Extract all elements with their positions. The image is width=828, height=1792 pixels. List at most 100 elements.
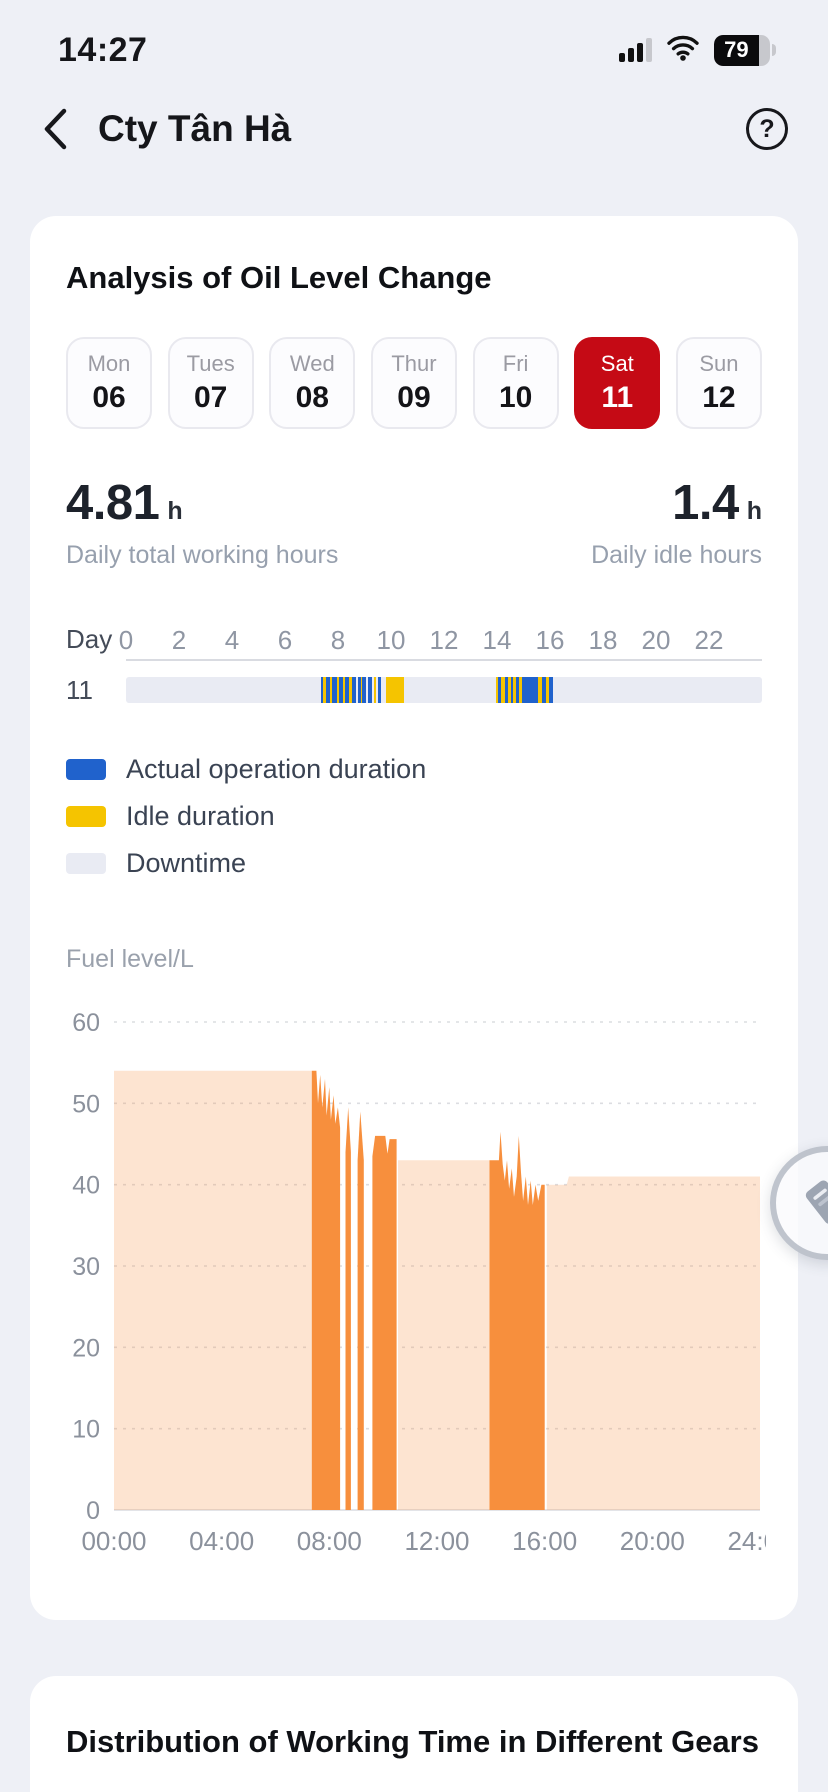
gears-card: Distribution of Working Time in Differen… xyxy=(30,1675,798,1792)
timeline-segment-operation xyxy=(516,677,519,704)
day-chip-fri[interactable]: Fri 10 xyxy=(472,336,559,429)
cellular-signal-icon xyxy=(619,38,652,62)
downtime-swatch-icon xyxy=(66,852,106,874)
timeline-segment-operation xyxy=(320,677,324,704)
timeline-track xyxy=(126,677,762,704)
day-chip-mon[interactable]: Mon 06 xyxy=(66,336,152,429)
x-axis-tick: 08:00 xyxy=(297,1526,362,1556)
status-bar: 14:27 79 xyxy=(0,0,828,74)
timeline-segment-operation xyxy=(357,677,361,704)
timeline-hour-tick: 6 xyxy=(277,624,293,655)
timeline-segment-operation xyxy=(510,677,513,704)
day-chip-date: 12 xyxy=(702,380,736,414)
x-axis-tick: 04:00 xyxy=(189,1526,254,1556)
day-chip-dow: Sat xyxy=(600,350,634,376)
x-axis-tick: 24:00 xyxy=(727,1526,766,1556)
timeline-segment-operation xyxy=(332,677,337,704)
timeline-segment-idle xyxy=(495,677,499,704)
day-chip-wed[interactable]: Wed 08 xyxy=(269,336,356,429)
idle-swatch-icon xyxy=(66,805,106,827)
operation-swatch-icon xyxy=(66,758,106,780)
legend-label: Idle duration xyxy=(126,800,275,831)
status-icons: 79 xyxy=(619,34,776,66)
timeline-segment-idle xyxy=(330,677,333,704)
day-chip-sun[interactable]: Sun 12 xyxy=(675,336,762,429)
timeline-segment-operation xyxy=(362,677,366,704)
back-button[interactable] xyxy=(40,105,84,153)
timeline-hour-tick: 2 xyxy=(171,624,187,655)
timeline-hour-tick: 10 xyxy=(376,624,406,655)
fuel-area-light xyxy=(114,1070,312,1510)
nav-bar: Cty Tân Hà ? xyxy=(0,74,828,160)
day-chip-sat[interactable]: Sat 11 xyxy=(574,336,661,429)
timeline-hour-tick: 14 xyxy=(482,624,512,655)
day-chip-date: 07 xyxy=(193,380,228,414)
timeline-segment-idle xyxy=(545,677,550,704)
day-chip-tues[interactable]: Tues 07 xyxy=(167,336,254,429)
day-chip-date: 08 xyxy=(295,380,329,414)
fuel-area-dark xyxy=(311,1070,341,1510)
x-axis-tick: 12:00 xyxy=(404,1526,469,1556)
timeline-segment-idle xyxy=(373,677,377,704)
timeline-segment-operation xyxy=(377,677,381,704)
timeline-legend: Actual operation duration Idle duration Do… xyxy=(66,754,762,879)
y-axis-tick: 20 xyxy=(72,1334,100,1362)
day-chip-date: 09 xyxy=(397,380,431,414)
y-axis-tick: 50 xyxy=(72,1090,100,1118)
page-title: Cty Tân Hà xyxy=(98,108,292,149)
idle-hours-label: Daily idle hours xyxy=(591,540,762,569)
y-axis-tick: 60 xyxy=(72,1009,100,1037)
help-icon[interactable]: ? xyxy=(746,108,788,150)
timeline-segment-idle xyxy=(518,677,523,704)
fuel-area-dark xyxy=(345,1107,351,1510)
working-hours-value: 4.81 xyxy=(66,475,160,530)
oil-card-title: Analysis of Oil Level Change xyxy=(66,260,492,295)
legend-item-operation: Actual operation duration xyxy=(66,754,762,785)
idle-hours-unit: h xyxy=(746,496,762,525)
day-chip-dow: Wed xyxy=(289,350,335,376)
timeline-segment-operation xyxy=(541,677,546,704)
day-chip-dow: Tues xyxy=(186,350,235,376)
timeline-segment-operation xyxy=(498,677,501,704)
fuel-area-dark xyxy=(357,1111,364,1510)
fuel-area-dark xyxy=(489,1131,545,1510)
gears-card-title: Distribution of Working Time in Differen… xyxy=(66,1723,759,1759)
day-chip-dow: Mon xyxy=(87,350,131,376)
working-hours-stat: 4.81 h xyxy=(66,475,183,531)
timeline-segment-operation xyxy=(522,677,539,704)
stats-row: 4.81 h 1.4 h xyxy=(66,475,762,531)
idle-hours-stat: 1.4 h xyxy=(672,475,762,531)
timeline-segment-operation xyxy=(368,677,373,704)
timeline-segment-idle xyxy=(500,677,505,704)
operation-timeline: Day 0 2 4 6 8 10 12 14 16 18 20 22 11 xyxy=(66,624,762,706)
day-chip-dow: Sun xyxy=(699,350,739,376)
x-axis-tick: 20:00 xyxy=(620,1526,685,1556)
y-axis-tick: 0 xyxy=(86,1497,100,1525)
working-hours-label: Daily total working hours xyxy=(66,540,339,569)
legend-item-idle: Idle duration xyxy=(66,801,762,832)
timeline-segment-idle xyxy=(385,677,405,704)
y-axis-tick: 10 xyxy=(72,1416,100,1444)
timeline-segment-idle xyxy=(323,677,327,704)
timeline-segment-idle xyxy=(336,677,340,704)
timeline-segment-operation xyxy=(344,677,350,704)
x-axis-tick: 00:00 xyxy=(81,1526,146,1556)
oil-analysis-card: Analysis of Oil Level Change Mon 06 Tues 07… xyxy=(30,216,798,1620)
timeline-hour-tick: 0 xyxy=(118,624,134,655)
timeline-hour-tick: 16 xyxy=(535,624,565,655)
y-axis-tick: 30 xyxy=(72,1253,100,1281)
timeline-segment-idle xyxy=(507,677,511,704)
battery-percent: 79 xyxy=(724,37,749,62)
document-pencil-icon xyxy=(805,1180,828,1224)
fuel-area-dark xyxy=(372,1135,397,1510)
day-chip-dow: Thur xyxy=(391,350,437,376)
battery-icon: 79 xyxy=(714,34,776,66)
timeline-segment-idle xyxy=(538,677,542,704)
timeline-segment-operation xyxy=(326,677,331,704)
day-chip-thur[interactable]: Thur 09 xyxy=(370,336,457,429)
day-chip-date: 11 xyxy=(601,380,634,414)
timeline-segment-operation xyxy=(351,677,356,704)
timeline-segment-operation xyxy=(339,677,343,704)
timeline-segment-operation xyxy=(504,677,508,704)
